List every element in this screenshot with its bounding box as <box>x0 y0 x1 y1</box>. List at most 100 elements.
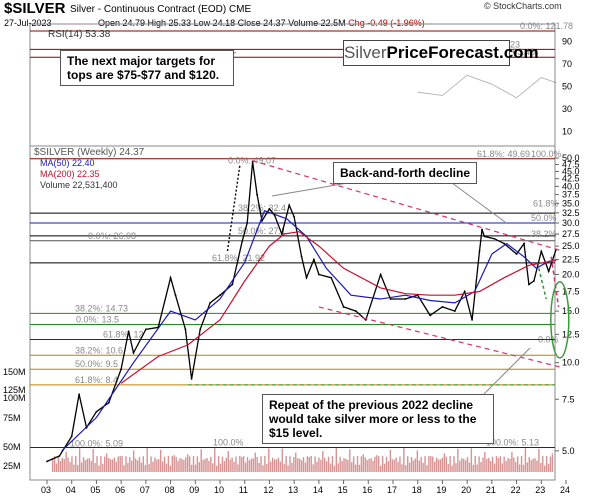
price-point <box>493 237 496 240</box>
y-tick-label: 5.0 <box>562 446 575 456</box>
volume-bar <box>82 457 85 472</box>
volume-bar <box>447 463 449 472</box>
y-tick-label: 50.0 <box>562 153 580 163</box>
volume-bar <box>90 460 92 472</box>
volume-bar <box>293 456 295 472</box>
volume-bar <box>370 458 372 472</box>
volume-bar <box>171 456 173 472</box>
volume-bar <box>242 456 245 472</box>
price-point <box>256 193 258 196</box>
price-point <box>532 280 535 282</box>
price-point <box>174 294 177 297</box>
rsi-line <box>417 74 557 99</box>
volume-bar <box>347 459 349 472</box>
volume-bar <box>472 464 474 472</box>
brand-box: SilverPriceForecast.com <box>343 40 539 66</box>
price-point <box>471 318 473 321</box>
volume-bar <box>96 456 98 472</box>
volume-bar <box>169 465 172 472</box>
volume-bar <box>526 462 529 472</box>
chart-subtitle: Silver - Continuous Contract (EOD) CME <box>70 4 252 15</box>
volume-bar <box>445 456 447 472</box>
volume-bar <box>63 459 65 472</box>
volume-bar <box>100 456 102 472</box>
volume-bar <box>408 462 411 472</box>
y-tick-label: 40.0 <box>562 181 580 191</box>
volume-bar <box>545 456 548 472</box>
price-point <box>528 283 530 286</box>
volume-bar <box>333 465 336 472</box>
chart-symbol: $SILVER <box>4 0 66 17</box>
volume-bar <box>152 461 154 472</box>
volume-bar <box>497 457 500 472</box>
volume-bar <box>532 458 534 472</box>
volume-bar <box>113 457 116 472</box>
volume-bar <box>297 458 299 472</box>
x-tick-label: 13 <box>288 485 298 495</box>
volume-bar <box>134 458 137 472</box>
volume-bar <box>314 456 316 472</box>
price-level-label: 61.8%: 12 <box>103 329 144 339</box>
volume-bar <box>325 461 328 472</box>
volume-bar <box>173 455 175 472</box>
volume-bar <box>329 463 332 472</box>
volume-bar <box>443 453 446 472</box>
target-oval <box>550 281 570 359</box>
volume-bar <box>200 449 202 472</box>
silver-label: $SILVER (Weekly) 24.37 <box>34 147 145 158</box>
x-tick-label: 21 <box>486 485 496 495</box>
volume-bar <box>466 457 469 472</box>
volume-bar <box>540 463 542 472</box>
volume-bar <box>391 459 393 472</box>
volume-bar <box>123 465 125 472</box>
volume-bar <box>217 456 220 472</box>
volume-bar <box>474 456 476 472</box>
volume-bar <box>300 460 303 472</box>
volume-bar <box>104 456 106 472</box>
volume-bar <box>428 456 430 472</box>
volume-bar <box>410 457 413 472</box>
volume-bar <box>549 456 552 472</box>
volume-bar <box>308 457 310 472</box>
ma50-label: MA(50) 22.40 <box>40 158 95 168</box>
price-point <box>219 294 221 297</box>
volume-bar <box>235 456 237 472</box>
volume-bar <box>349 449 351 472</box>
volume-bar <box>401 464 403 472</box>
support-dash <box>538 268 547 300</box>
x-tick-label: 06 <box>115 485 125 495</box>
volume-bar <box>59 461 62 472</box>
volume-bar <box>237 464 239 472</box>
volume-bar <box>140 462 143 472</box>
volume-bar <box>482 457 484 472</box>
volume-bar <box>221 456 224 472</box>
volume-bar <box>381 456 384 472</box>
volume-bar <box>453 456 455 472</box>
fib-label-100: 100.0% <box>531 149 562 159</box>
volume-bar <box>499 456 502 472</box>
price-point <box>293 215 296 218</box>
fib-label-382: 38.2% <box>531 229 557 239</box>
volume-bar <box>389 449 392 472</box>
x-tick-label: 18 <box>412 485 422 495</box>
volume-bar <box>486 459 488 472</box>
volume-bar <box>551 453 554 472</box>
x-tick-label: 17 <box>387 485 397 495</box>
trend-overlays <box>187 51 570 399</box>
volume-bar <box>378 456 380 472</box>
price-point <box>78 393 81 396</box>
volume-bar <box>269 461 272 472</box>
price-point <box>268 208 271 210</box>
axis-ticks: 10 30 50 70 90 5.0 7.5 10.0 12.5 15.0 17.5 20.0 22.5… <box>3 36 580 495</box>
y-tick-label: 37.5 <box>562 190 580 200</box>
volume-bar <box>65 451 67 472</box>
ohlc-readout: Open 24.79 High 25.33 Low 24.18 Close 24… <box>98 18 425 28</box>
volume-bar <box>275 459 278 472</box>
volume-bar <box>464 460 467 472</box>
volume-bar <box>542 456 544 472</box>
volume-bar <box>516 456 519 472</box>
volume-bar <box>136 460 139 472</box>
price-point <box>379 273 382 276</box>
x-tick-label: 19 <box>436 485 446 495</box>
